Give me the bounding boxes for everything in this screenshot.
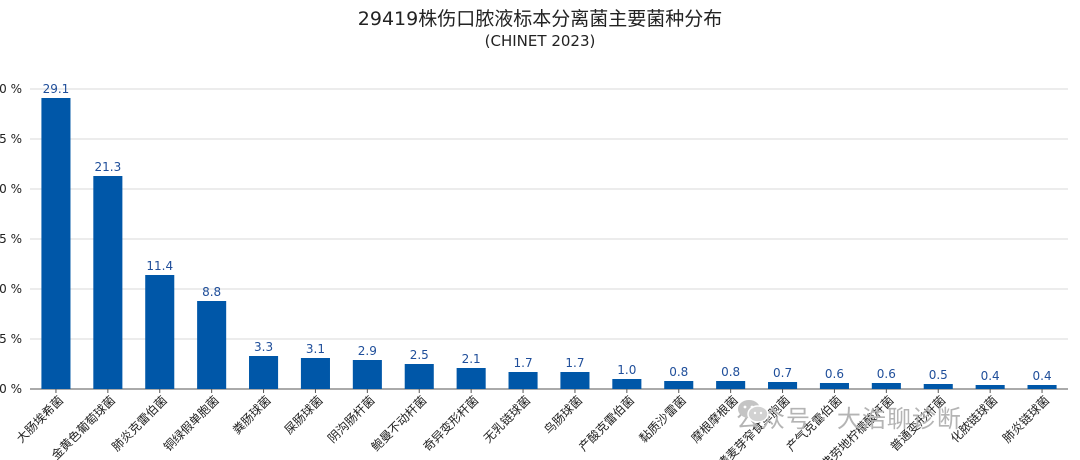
data-label: 11.4 [146, 259, 173, 273]
data-label: 3.1 [306, 342, 325, 356]
y-tick-label: 0 % [0, 382, 22, 396]
data-label: 1.7 [514, 356, 533, 370]
bar [93, 176, 123, 389]
y-tick-label: 10 % [0, 282, 22, 296]
x-tick-label: 铜绿假单胞菌 [160, 393, 222, 455]
data-label: 0.5 [929, 368, 948, 382]
bar [768, 382, 798, 389]
data-label: 2.1 [462, 352, 481, 366]
data-label: 21.3 [94, 160, 121, 174]
data-label: 1.7 [565, 356, 584, 370]
data-label: 29.1 [43, 82, 70, 96]
bar [249, 356, 279, 389]
bar [352, 360, 382, 389]
y-tick-label: 15 % [0, 232, 22, 246]
data-label: 0.7 [773, 366, 792, 380]
data-label: 0.8 [669, 365, 688, 379]
x-tick-label: 摩根摩根菌 [688, 393, 741, 446]
x-tick-label: 粪肠球菌 [230, 393, 274, 437]
bar [1027, 385, 1057, 389]
bar [300, 358, 330, 389]
bar [975, 385, 1005, 389]
bar [197, 301, 227, 389]
y-tick-label: 20 % [0, 182, 22, 196]
bar [819, 383, 849, 389]
watermark: 公众号 · 大浩聊诊断 [736, 398, 1066, 434]
data-label: 0.4 [981, 369, 1000, 383]
x-tick-label: 产酸克雷伯菌 [575, 393, 637, 455]
data-label: 8.8 [202, 285, 221, 299]
data-label: 0.4 [1033, 369, 1052, 383]
data-label: 3.3 [254, 340, 273, 354]
bar [871, 383, 901, 389]
data-label: 0.6 [825, 367, 844, 381]
y-tick-label: 30 % [0, 82, 22, 96]
data-label: 1.0 [617, 363, 636, 377]
x-tick-label: 大肠埃希菌 [13, 393, 66, 446]
bar [560, 372, 590, 389]
x-tick-label: 黏质沙雷菌 [637, 393, 689, 445]
x-tick-label: 阴沟肠杆菌 [325, 393, 377, 445]
chart-title: 29419株伤口脓液标本分离菌主要菌种分布 [357, 8, 723, 30]
bar [41, 98, 71, 389]
bar [508, 372, 538, 389]
watermark-text: 公众号 · 大浩聊诊断 [736, 404, 962, 433]
bar [716, 381, 746, 389]
chart-subtitle: (CHINET 2023) [484, 32, 596, 50]
x-tick-label: 鸟肠球菌 [541, 393, 586, 438]
y-tick-label: 25 % [0, 132, 22, 146]
data-label: 0.6 [877, 367, 896, 381]
y-tick-label: 5 % [0, 332, 22, 346]
data-label: 0.8 [721, 365, 740, 379]
bar [664, 381, 694, 389]
bar [145, 275, 175, 389]
wechat-icon [738, 400, 769, 423]
x-tick-label: 无乳链球菌 [480, 393, 533, 446]
data-label: 2.9 [358, 344, 377, 358]
bar [404, 364, 434, 389]
x-tick-label: 屎肠球菌 [282, 393, 326, 437]
bar [923, 384, 953, 389]
bar [612, 379, 642, 389]
data-label: 2.5 [410, 348, 429, 362]
x-tick-label: 奇异变形杆菌 [420, 393, 482, 455]
bar [456, 368, 486, 389]
